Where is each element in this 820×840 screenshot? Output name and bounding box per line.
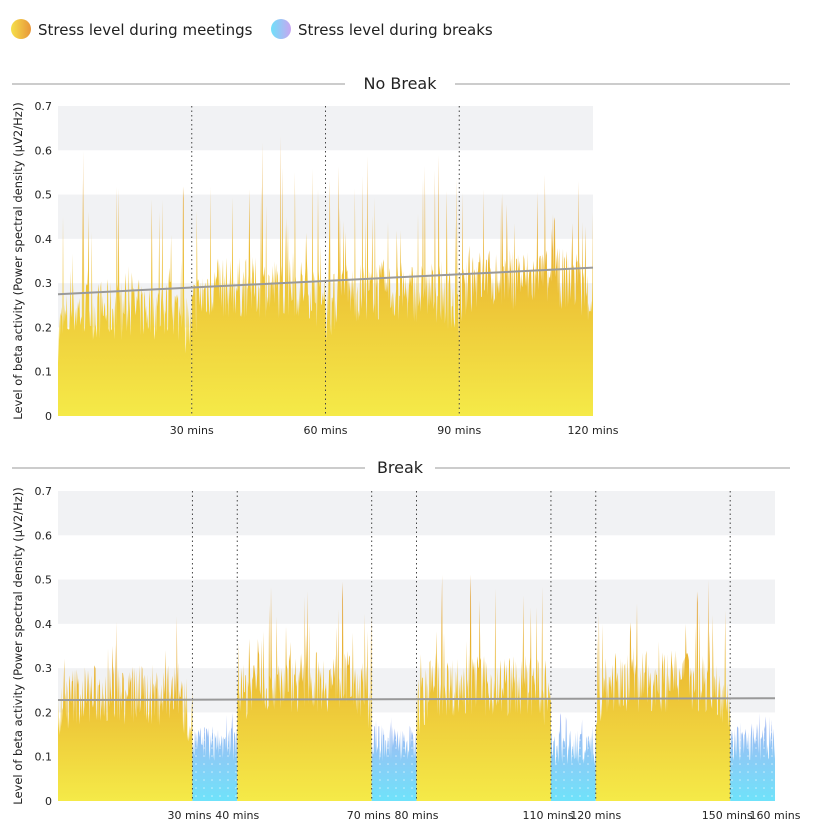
legend-breaks-swatch [271,19,291,39]
meeting-stress-area [237,581,372,801]
legend-meetings-label: Stress level during meetings [38,21,253,39]
y-tick-label: 0 [45,410,52,423]
x-tick-label: 30 mins [170,424,214,437]
y-tick-label: 0.4 [35,618,53,631]
y-tick-label: 0.1 [35,751,53,764]
trend-line [57,266,594,296]
y-tick-label: 0.7 [35,485,53,498]
y-tick-label: 0.5 [35,189,53,202]
x-tick-label: 40 mins [215,809,259,822]
x-tick-label: 90 mins [437,424,481,437]
legend: Stress level during meetings Stress leve… [11,19,493,39]
y-tick-label: 0.2 [35,321,53,334]
y-tick-label: 0.3 [35,277,53,290]
y-tick-label: 0 [45,795,52,808]
meeting-stress-area [459,174,593,416]
break-dot-pattern [730,713,775,801]
y-tick-label: 0.4 [35,233,53,246]
x-tick-label: 70 mins [347,809,391,822]
grid-band [58,106,593,151]
no-break-chart: No Break 0 0.1 0.2 0.3 0.4 0.5 0.6 0.7 30 mins 60 … [11,74,790,437]
y-tick-label: 0.6 [35,529,53,542]
x-tick-label: 80 mins [395,809,439,822]
x-tick-label: 120 mins [568,424,619,437]
break-dot-pattern [192,712,238,801]
x-tick-label: 150 mins [702,809,753,822]
break-chart: Break 0 0.1 0.2 0.3 0.4 0.5 0.6 0.7 30 mins 40 min… [11,458,801,822]
y-tick-label: 0.7 [35,100,53,113]
legend-breaks-label: Stress level during breaks [298,21,493,39]
break-dot-pattern [371,717,417,801]
meeting-stress-area [416,574,551,801]
meeting-stress-area [58,616,193,801]
x-tick-label: 110 mins [522,809,573,822]
meeting-stress-area [595,579,731,801]
x-tick-label: 120 mins [570,809,621,822]
x-tick-label: 30 mins [167,809,211,822]
meeting-stress-area [325,155,460,416]
grid-band [58,491,775,536]
x-tick-label: 160 mins [750,809,801,822]
y-tick-label: 0.3 [35,662,53,675]
y-axis-label: Level of beta activity (Power spectral d… [11,102,25,419]
x-tick-label: 60 mins [304,424,348,437]
legend-meetings-swatch [11,19,31,39]
chart-title: No Break [364,74,438,93]
y-axis-label: Level of beta activity (Power spectral d… [11,487,25,804]
y-tick-label: 0.5 [35,574,53,587]
break-dot-pattern [550,713,596,801]
y-tick-label: 0.1 [35,366,53,379]
meeting-stress-area [58,150,192,416]
meeting-stress-area [191,135,326,416]
trend-line [57,697,776,702]
y-tick-label: 0.6 [35,144,53,157]
chart-title: Break [377,458,424,477]
y-tick-label: 0.2 [35,706,53,719]
